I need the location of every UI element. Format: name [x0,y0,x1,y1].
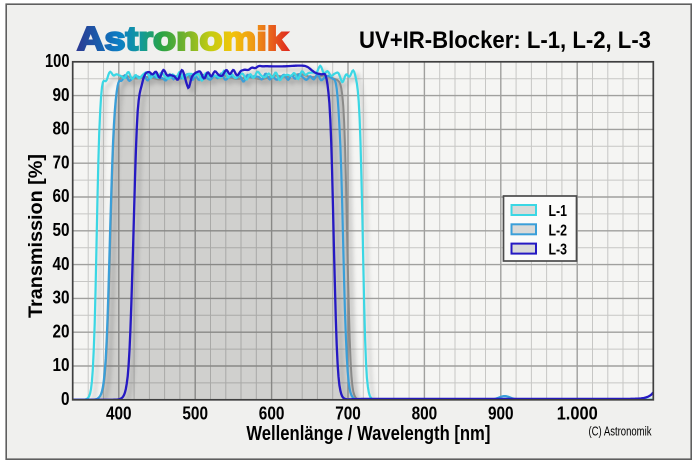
svg-text:(C) Astronomik: (C) Astronomik [589,425,653,439]
svg-text:0: 0 [61,388,70,409]
svg-text:500: 500 [182,403,208,424]
svg-text:10: 10 [53,354,70,375]
svg-text:1.000: 1.000 [557,403,598,424]
svg-text:400: 400 [106,403,132,424]
svg-text:50: 50 [53,219,70,240]
svg-text:90: 90 [53,84,70,105]
svg-text:L-1: L-1 [549,203,568,220]
svg-text:700: 700 [335,403,361,424]
svg-text:Transmission [%]: Transmission [%] [26,154,47,318]
svg-text:L-2: L-2 [549,222,568,239]
svg-text:Astronomik: Astronomik [77,21,288,58]
svg-text:20: 20 [53,320,70,341]
svg-text:UV+IR-Blocker: L-1, L-2, L-3: UV+IR-Blocker: L-1, L-2, L-3 [359,27,651,54]
svg-text:900: 900 [488,403,514,424]
svg-text:100: 100 [45,50,70,71]
svg-text:30: 30 [53,287,70,308]
svg-text:600: 600 [259,403,285,424]
svg-text:80: 80 [53,118,70,139]
svg-text:L-3: L-3 [549,242,568,259]
svg-text:Wellenlänge / Wavelength [nm]: Wellenlänge / Wavelength [nm] [246,423,490,445]
svg-text:60: 60 [53,185,70,206]
svg-text:40: 40 [53,253,70,274]
svg-text:800: 800 [412,403,438,424]
svg-text:70: 70 [53,151,70,172]
